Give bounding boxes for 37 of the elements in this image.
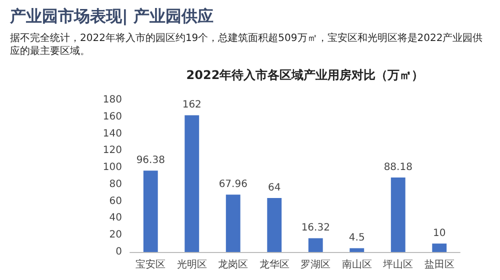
y-tick-label: 20 bbox=[109, 230, 122, 241]
y-tick-label: 0 bbox=[116, 246, 122, 258]
data-label: 162 bbox=[182, 100, 202, 111]
text: 产业园市场表现| 产业园供应 bbox=[9, 6, 214, 26]
bar bbox=[226, 194, 240, 252]
y-tick-label: 80 bbox=[109, 178, 122, 190]
x-tick-label: 盐田区 bbox=[424, 258, 454, 270]
x-tick-label: 龙华区 bbox=[259, 258, 290, 270]
bar bbox=[143, 170, 158, 252]
data-label: 64 bbox=[268, 182, 281, 194]
y-tick-label: 140 bbox=[102, 128, 122, 140]
y-tick-label: 180 bbox=[102, 94, 122, 106]
data-label: 88.18 bbox=[384, 162, 412, 174]
bar bbox=[432, 244, 447, 252]
text: 据不完全统计，2022年将入市的园区约19个，总建筑面积超509万㎡，宝安区和光明区将是2022产业园供应的最主要区域。 bbox=[10, 32, 483, 57]
y-tick-label: 40 bbox=[109, 212, 122, 224]
x-tick-label: 宝安区 bbox=[136, 258, 166, 270]
bar bbox=[390, 178, 406, 252]
x-tick-label: 罗湖区 bbox=[300, 258, 331, 270]
data-label: 96.38 bbox=[136, 155, 165, 166]
y-tick-label: 160 bbox=[102, 111, 122, 122]
chart-title: 2022年待入市各区域产业用房对比（万㎡） bbox=[186, 68, 424, 82]
data-label: 4.5 bbox=[348, 232, 365, 244]
data-label: 16.32 bbox=[301, 222, 330, 234]
x-tick-label: 龙岗区 bbox=[218, 258, 248, 270]
x-tick-label: 南山区 bbox=[342, 258, 372, 270]
bar bbox=[350, 248, 364, 252]
x-tick-label: 坪山区 bbox=[382, 258, 414, 270]
y-tick-label: 120 bbox=[102, 145, 122, 156]
y-tick-label: 100 bbox=[102, 162, 122, 174]
bar bbox=[184, 115, 200, 252]
bar bbox=[308, 238, 323, 252]
x-tick-label: 光明区 bbox=[176, 258, 207, 270]
bar bbox=[267, 198, 282, 252]
data-label: 67.96 bbox=[218, 179, 248, 190]
data-label: 10 bbox=[433, 228, 446, 240]
y-tick-label: 60 bbox=[109, 196, 122, 207]
